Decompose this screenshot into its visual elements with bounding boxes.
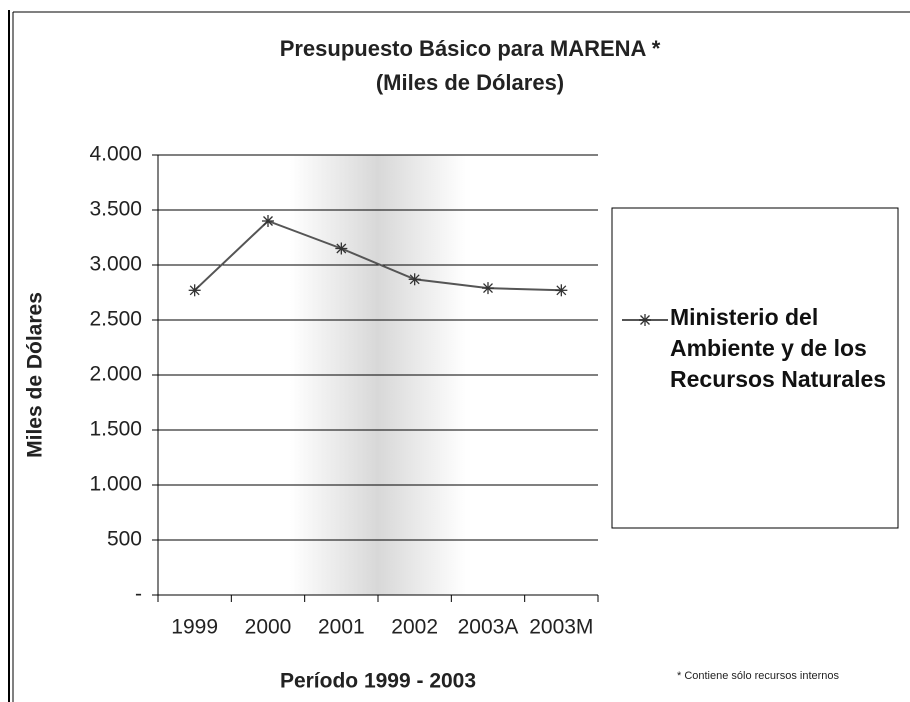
marker-stroke (336, 243, 347, 254)
x-tick-label: 2002 (391, 616, 438, 639)
marker-stroke (483, 283, 493, 294)
marker-stroke (640, 315, 650, 325)
marker (639, 314, 651, 326)
marker (555, 284, 568, 297)
y-tick-label: 1.500 (89, 418, 142, 441)
marker-stroke (409, 274, 420, 285)
y-axis-label: Miles de Dólares (24, 292, 47, 458)
y-tick-label: 500 (107, 528, 142, 551)
x-tick-label: 2000 (245, 616, 292, 639)
x-tick-label: 2003M (529, 616, 593, 639)
x-axis-label: Período 1999 - 2003 (280, 670, 476, 693)
y-tick-label: 1.000 (89, 473, 142, 496)
legend-label: Ministerio del Ambiente y de los Recurso… (670, 304, 887, 392)
chart-title: Presupuesto Básico para MARENA * (280, 36, 661, 61)
y-tick-label: 4.000 (89, 143, 142, 166)
y-tick-label: 2.500 (89, 308, 142, 331)
x-tick-label: 2003A (458, 616, 519, 639)
marker (262, 215, 274, 227)
marker-stroke (263, 216, 273, 226)
y-tick-label: 3.000 (89, 253, 142, 276)
legend-box (611, 207, 899, 529)
marker (335, 242, 348, 255)
y-tick-label: 3.500 (89, 198, 142, 221)
y-tick-label: 2.000 (89, 363, 142, 386)
x-tick-label: 1999 (171, 616, 218, 639)
marker (188, 284, 201, 297)
x-tick-label: 2001 (318, 616, 365, 639)
marker-stroke (556, 285, 567, 296)
series-line (193, 219, 562, 292)
marker (482, 282, 494, 295)
chart-subtitle: (Miles de Dólares) (376, 70, 564, 95)
marker (408, 273, 421, 286)
y-tick-label: - (135, 583, 142, 606)
footnote: * Contiene sólo recursos internos (677, 670, 840, 682)
marker-stroke (189, 285, 200, 296)
